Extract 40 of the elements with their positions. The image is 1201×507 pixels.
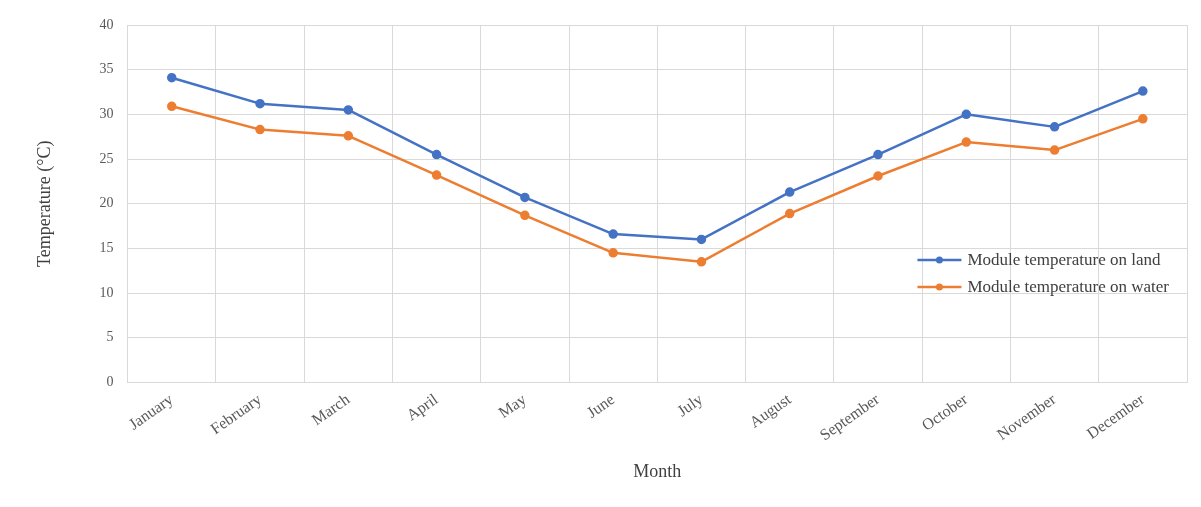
point xyxy=(696,257,707,267)
y-tick-label: 5 xyxy=(106,329,114,345)
point xyxy=(431,170,442,180)
y-tick-label: 15 xyxy=(99,240,114,256)
point xyxy=(784,208,795,219)
y-tick-label: 40 xyxy=(99,16,114,32)
y-tick-label: 10 xyxy=(99,284,114,300)
point xyxy=(1138,114,1148,124)
point xyxy=(608,229,618,239)
point xyxy=(431,149,442,160)
point xyxy=(343,105,354,115)
point xyxy=(608,248,618,258)
y-tick-label: 35 xyxy=(99,61,114,77)
point xyxy=(166,72,177,83)
y-tick-label: 30 xyxy=(99,106,114,122)
x-tick-label: July xyxy=(673,390,707,421)
point xyxy=(255,124,265,135)
point xyxy=(784,187,795,197)
x-axis-title: Month xyxy=(633,460,682,481)
point xyxy=(255,98,265,109)
point xyxy=(696,234,707,245)
y-axis-title: Temperature (°C) xyxy=(33,140,55,267)
point xyxy=(961,109,972,120)
point xyxy=(1049,145,1060,155)
y-tick-label: 25 xyxy=(99,150,114,166)
point xyxy=(1049,122,1060,132)
point xyxy=(343,131,354,141)
point xyxy=(1138,86,1148,96)
point xyxy=(166,101,177,112)
point xyxy=(873,171,883,181)
legend-label: Module temperature on land xyxy=(967,249,1162,269)
y-tick-label: 20 xyxy=(99,195,114,211)
x-tick-label: May xyxy=(495,390,530,422)
x-tick-label: June xyxy=(583,390,618,421)
point xyxy=(873,149,883,160)
point xyxy=(961,137,972,147)
y-tick-label: 0 xyxy=(106,374,114,390)
point xyxy=(520,210,530,221)
point xyxy=(520,192,530,203)
legend-label: Module temperature on water xyxy=(967,276,1170,296)
